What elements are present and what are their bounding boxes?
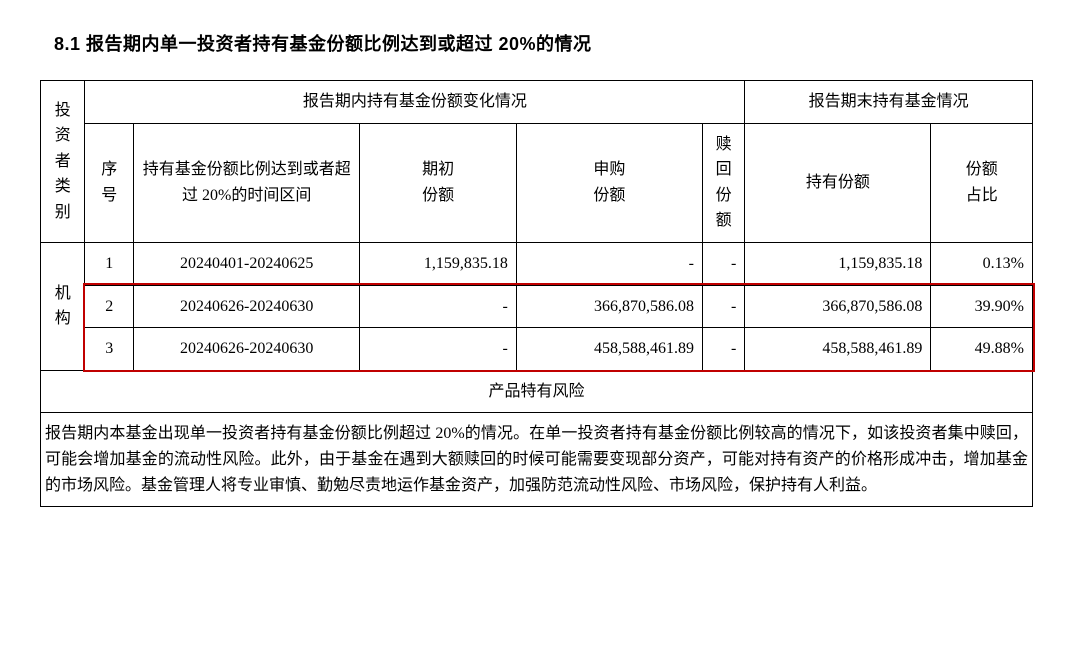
col-redeem-share: 赎回份额: [702, 123, 744, 242]
header-row-1: 投资者类别 报告期内持有基金份额变化情况 报告期末持有基金情况: [41, 81, 1033, 124]
risk-body-row: 报告期内本基金出现单一投资者持有基金份额比例超过 20%的情况。在单一投资者持有…: [41, 413, 1033, 507]
cell-ratio: 0.13%: [931, 242, 1033, 285]
cell-hold: 366,870,586.08: [745, 285, 931, 328]
risk-body: 报告期内本基金出现单一投资者持有基金份额比例超过 20%的情况。在单一投资者持有…: [41, 413, 1033, 507]
table-container: 投资者类别 报告期内持有基金份额变化情况 报告期末持有基金情况 序号 持有基金份…: [40, 80, 1033, 507]
col-hold-share: 持有份额: [745, 123, 931, 242]
header-row-2: 序号 持有基金份额比例达到或者超过 20%的时间区间 期初份额 申购份额 赎回份…: [41, 123, 1033, 242]
cell-seq: 3: [85, 328, 134, 371]
cell-begin: 1,159,835.18: [360, 242, 517, 285]
table-row: 机构 1 20240401-20240625 1,159,835.18 - - …: [41, 242, 1033, 285]
header-group-left: 报告期内持有基金份额变化情况: [85, 81, 745, 124]
risk-heading-row: 产品特有风险: [41, 370, 1033, 413]
cell-seq: 2: [85, 285, 134, 328]
cell-period: 20240626-20240630: [134, 285, 360, 328]
cell-period: 20240626-20240630: [134, 328, 360, 371]
holdings-table: 投资者类别 报告期内持有基金份额变化情况 报告期末持有基金情况 序号 持有基金份…: [40, 80, 1033, 507]
col-seq: 序号: [85, 123, 134, 242]
cell-redeem: -: [702, 242, 744, 285]
header-group-right: 报告期末持有基金情况: [745, 81, 1033, 124]
cell-begin: -: [360, 285, 517, 328]
cell-purchase: -: [516, 242, 702, 285]
table-row: 3 20240626-20240630 - 458,588,461.89 - 4…: [41, 328, 1033, 371]
cell-period: 20240401-20240625: [134, 242, 360, 285]
risk-heading: 产品特有风险: [41, 370, 1033, 413]
col-begin-share: 期初份额: [360, 123, 517, 242]
cell-hold: 458,588,461.89: [745, 328, 931, 371]
cell-ratio: 49.88%: [931, 328, 1033, 371]
cell-hold: 1,159,835.18: [745, 242, 931, 285]
cell-seq: 1: [85, 242, 134, 285]
cell-redeem: -: [702, 328, 744, 371]
table-row: 2 20240626-20240630 - 366,870,586.08 - 3…: [41, 285, 1033, 328]
cell-purchase: 458,588,461.89: [516, 328, 702, 371]
cell-begin: -: [360, 328, 517, 371]
cell-redeem: -: [702, 285, 744, 328]
col-investor-type: 投资者类别: [41, 81, 85, 243]
cell-ratio: 39.90%: [931, 285, 1033, 328]
section-heading: 8.1 报告期内单一投资者持有基金份额比例达到或超过 20%的情况: [54, 30, 1033, 56]
cell-purchase: 366,870,586.08: [516, 285, 702, 328]
col-hold-ratio: 份额占比: [931, 123, 1033, 242]
col-period: 持有基金份额比例达到或者超过 20%的时间区间: [134, 123, 360, 242]
col-purchase-share: 申购份额: [516, 123, 702, 242]
investor-type-val: 机构: [41, 242, 85, 370]
